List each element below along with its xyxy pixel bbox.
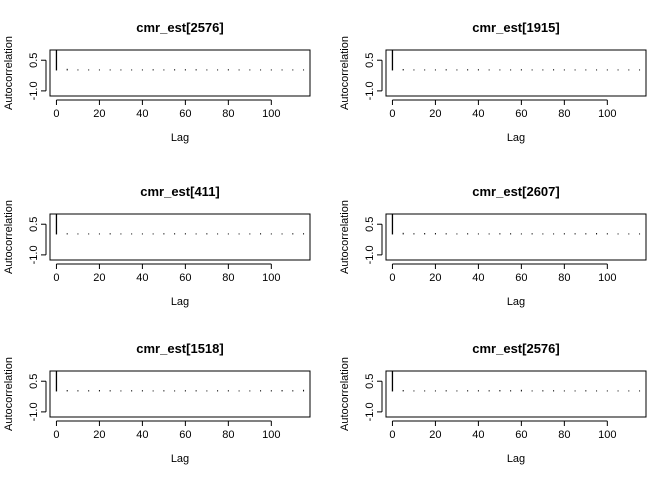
acf-panel: cmr_est[1915] 0 20 40 60 80 100 Lag -1.0 0.5 Autoc… bbox=[339, 20, 647, 144]
x-axis-label: Lag bbox=[171, 453, 189, 465]
y-tick-label: 0.5 bbox=[364, 374, 376, 389]
x-axis-label: Lag bbox=[171, 132, 189, 144]
x-tick-label: 60 bbox=[179, 108, 191, 120]
x-tick-label: 0 bbox=[53, 108, 59, 120]
y-axis-label: Autocorrelation bbox=[3, 36, 15, 110]
plot-frame bbox=[385, 370, 647, 418]
x-tick-label: 0 bbox=[53, 429, 59, 441]
y-axis-label: Autocorrelation bbox=[339, 200, 351, 274]
x-axis-label: Lag bbox=[507, 453, 525, 465]
x-tick-label: 0 bbox=[389, 272, 395, 284]
panel-title: cmr_est[2576] bbox=[472, 341, 559, 356]
plot-frame bbox=[49, 370, 311, 418]
acf-panel: cmr_est[411] 0 20 40 60 80 100 Lag -1.0 0.5 Autoco… bbox=[3, 184, 311, 308]
panel-title: cmr_est[1518] bbox=[136, 341, 223, 356]
x-tick-label: 80 bbox=[558, 429, 570, 441]
x-tick-label: 80 bbox=[222, 272, 234, 284]
x-tick-label: 0 bbox=[53, 272, 59, 284]
x-tick-label: 80 bbox=[558, 272, 570, 284]
panel-title: cmr_est[2607] bbox=[472, 184, 559, 199]
x-tick-label: 60 bbox=[515, 429, 527, 441]
x-axis-label: Lag bbox=[507, 296, 525, 308]
x-tick-label: 0 bbox=[389, 108, 395, 120]
y-tick-label: 0.5 bbox=[364, 217, 376, 232]
panel-title: cmr_est[1915] bbox=[472, 20, 559, 35]
x-tick-label: 100 bbox=[262, 108, 280, 120]
x-tick-label: 40 bbox=[472, 108, 484, 120]
x-tick-label: 40 bbox=[472, 272, 484, 284]
y-tick-label: -1.0 bbox=[364, 402, 376, 421]
acf-panel: cmr_est[1518] 0 20 40 60 80 100 Lag -1.0 0.5 Autoc… bbox=[3, 341, 311, 465]
x-tick-label: 20 bbox=[93, 272, 105, 284]
x-tick-label: 60 bbox=[515, 272, 527, 284]
y-tick-label: 0.5 bbox=[28, 53, 40, 68]
y-axis-label: Autocorrelation bbox=[339, 357, 351, 431]
x-tick-label: 100 bbox=[598, 272, 616, 284]
panel-title: cmr_est[2576] bbox=[136, 20, 223, 35]
y-axis-label: Autocorrelation bbox=[3, 200, 15, 274]
acf-panel: cmr_est[2576] 0 20 40 60 80 100 Lag -1.0 0.5 Autoc… bbox=[3, 20, 311, 144]
x-axis-label: Lag bbox=[507, 132, 525, 144]
y-tick-label: -1.0 bbox=[364, 245, 376, 264]
y-tick-label: 0.5 bbox=[28, 374, 40, 389]
x-tick-label: 40 bbox=[136, 272, 148, 284]
x-tick-label: 80 bbox=[222, 429, 234, 441]
x-tick-label: 20 bbox=[93, 108, 105, 120]
panel-title: cmr_est[411] bbox=[140, 184, 220, 199]
x-tick-label: 40 bbox=[136, 108, 148, 120]
x-tick-label: 40 bbox=[136, 429, 148, 441]
plot-frame bbox=[385, 213, 647, 261]
plot-frame bbox=[49, 49, 311, 97]
x-tick-label: 80 bbox=[222, 108, 234, 120]
plot-frame bbox=[385, 49, 647, 97]
y-tick-label: -1.0 bbox=[28, 245, 40, 264]
x-tick-label: 20 bbox=[429, 429, 441, 441]
x-tick-label: 40 bbox=[472, 429, 484, 441]
x-tick-label: 100 bbox=[598, 429, 616, 441]
x-tick-label: 80 bbox=[558, 108, 570, 120]
y-tick-label: -1.0 bbox=[28, 81, 40, 100]
x-tick-label: 60 bbox=[179, 429, 191, 441]
x-tick-label: 60 bbox=[515, 108, 527, 120]
x-tick-label: 100 bbox=[262, 429, 280, 441]
y-tick-label: 0.5 bbox=[364, 53, 376, 68]
x-tick-label: 20 bbox=[429, 272, 441, 284]
y-axis-label: Autocorrelation bbox=[3, 357, 15, 431]
y-axis-label: Autocorrelation bbox=[339, 36, 351, 110]
plot-frame bbox=[49, 213, 311, 261]
y-tick-label: -1.0 bbox=[28, 402, 40, 421]
x-tick-label: 100 bbox=[262, 272, 280, 284]
acf-panel: cmr_est[2607] 0 20 40 60 80 100 Lag -1.0 0.5 Autoc… bbox=[339, 184, 647, 308]
x-axis-label: Lag bbox=[171, 296, 189, 308]
x-tick-label: 100 bbox=[598, 108, 616, 120]
y-tick-label: -1.0 bbox=[364, 81, 376, 100]
x-tick-label: 20 bbox=[93, 429, 105, 441]
acf-panel: cmr_est[2576] 0 20 40 60 80 100 Lag -1.0 0.5 Autoc… bbox=[339, 341, 647, 465]
x-tick-label: 60 bbox=[179, 272, 191, 284]
x-tick-label: 0 bbox=[389, 429, 395, 441]
y-tick-label: 0.5 bbox=[28, 217, 40, 232]
x-tick-label: 20 bbox=[429, 108, 441, 120]
